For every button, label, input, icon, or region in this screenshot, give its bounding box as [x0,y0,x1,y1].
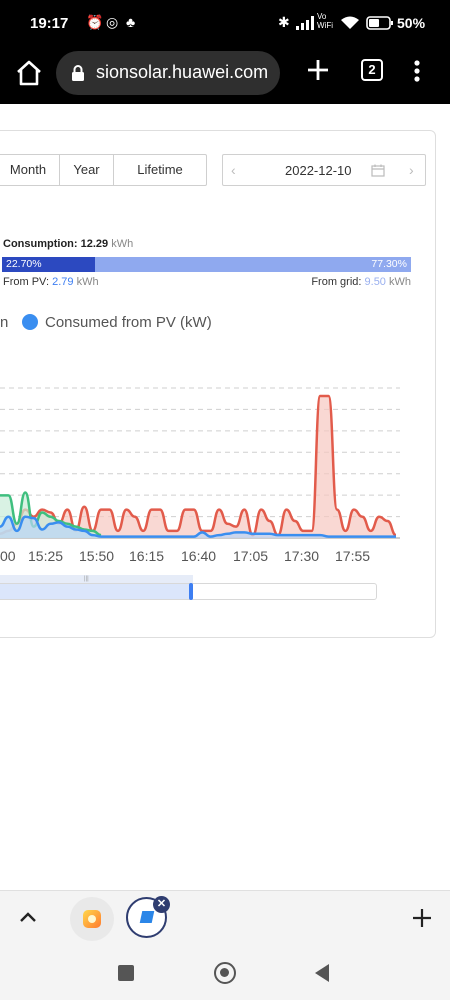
consumption-value: 12.29 [80,238,109,250]
x-tick-3: 16:15 [129,548,165,564]
power-line-chart[interactable] [0,378,410,568]
series-line-2[interactable] [0,515,396,538]
series-line-0[interactable] [0,394,397,537]
x-tick-5: 17:05 [233,548,269,564]
battery-percent: 50% [397,15,426,31]
grid-percent: 77.30% [371,258,407,270]
status-time: 19:17 [30,15,69,32]
zoom-slider-selection[interactable] [0,584,193,599]
url-text: sionsolar.huawei.com [96,62,269,82]
from-pv-value: 2.79 [52,276,74,288]
home-icon[interactable] [12,56,46,90]
tab-switcher-button[interactable]: 2 [361,59,383,81]
back-icon[interactable] [315,964,329,982]
series-line-1[interactable] [0,491,102,537]
slider-grip-icon[interactable]: ||| [84,576,89,582]
x-tick-0: 00 [0,548,16,564]
solar-logo-icon [139,911,155,923]
consumption-unit: kWh [111,238,134,250]
from-grid-label: From grid: [311,276,362,288]
tab-year[interactable]: Year [59,155,113,185]
close-tab-icon[interactable]: ✕ [153,896,170,913]
tab-thumbnail-1[interactable] [70,897,114,941]
recents-icon[interactable] [118,965,134,981]
wifi-icon [341,16,359,29]
date-value: 2022-12-10 [285,163,352,178]
x-tick-2: 15:50 [79,548,115,564]
x-tick-6: 17:30 [284,548,320,564]
energy-card [0,130,436,638]
date-picker[interactable]: ‹ 2022-12-10 › [222,154,426,186]
from-pv: From PV: 2.79 kWh [3,276,99,288]
alarm-icon: ⏰ [86,14,104,30]
period-selector: Month Year Lifetime [0,154,207,186]
legend-label-consumed-pv[interactable]: Consumed from PV (kW) [45,314,212,331]
from-grid: From grid: 9.50 kWh [311,276,411,288]
browser-toolbar: sionsolar.huawei.com 2 [0,48,450,104]
from-grid-unit: kWh [389,276,411,288]
browser-bottom-bar: ✕ [0,890,450,948]
pv-percent: 22.70% [6,258,42,270]
from-grid-value: 9.50 [364,276,386,288]
consumption-ratio-bar: 22.70% 77.30% [2,257,411,272]
prev-date-icon[interactable]: ‹ [231,162,236,178]
series-area-2 [0,516,396,538]
address-bar[interactable]: sionsolar.huawei.com [56,51,280,95]
chevron-up-icon[interactable] [18,910,38,924]
lock-icon [72,65,84,81]
plus-icon[interactable] [412,908,432,928]
tab-month[interactable]: Month [9,162,47,177]
whatsapp-icon: ◎ [106,14,119,30]
x-tick-7: 17:55 [335,548,371,564]
notification-icon: ♣ [126,14,136,30]
legend-item-truncated[interactable]: n [0,314,9,331]
from-pv-unit: kWh [76,276,99,288]
signal-icon [296,16,314,30]
battery-icon [366,16,393,30]
zoom-slider-preview [0,575,193,583]
zoom-slider-handle[interactable] [189,583,193,600]
zoom-slider[interactable] [0,583,377,600]
app-logo-icon [83,910,101,928]
x-tick-1: 15:25 [28,548,64,564]
from-pv-label: From PV: [3,276,50,288]
system-nav-bar [0,948,450,1000]
overflow-menu-icon[interactable] [410,56,424,86]
new-tab-icon[interactable] [302,54,334,86]
tab-lifetime[interactable]: Lifetime [113,155,206,185]
next-date-icon[interactable]: › [409,162,414,178]
legend-dot-consumed-pv[interactable] [22,314,38,330]
home-nav-icon[interactable] [214,962,236,984]
bluetooth-icon: ✱ [278,14,290,30]
consumption-summary: Consumption: 12.29 kWh [3,238,133,250]
vowifi-icon: Vo WiFi [317,12,333,30]
status-bar: 19:17 ⏰ ◎ ♣ ✱ Vo WiFi 50% [0,0,450,48]
calendar-icon[interactable] [371,164,385,177]
pv-share-bar [2,257,95,272]
x-tick-4: 16:40 [181,548,217,564]
consumption-label: Consumption: [3,238,78,250]
